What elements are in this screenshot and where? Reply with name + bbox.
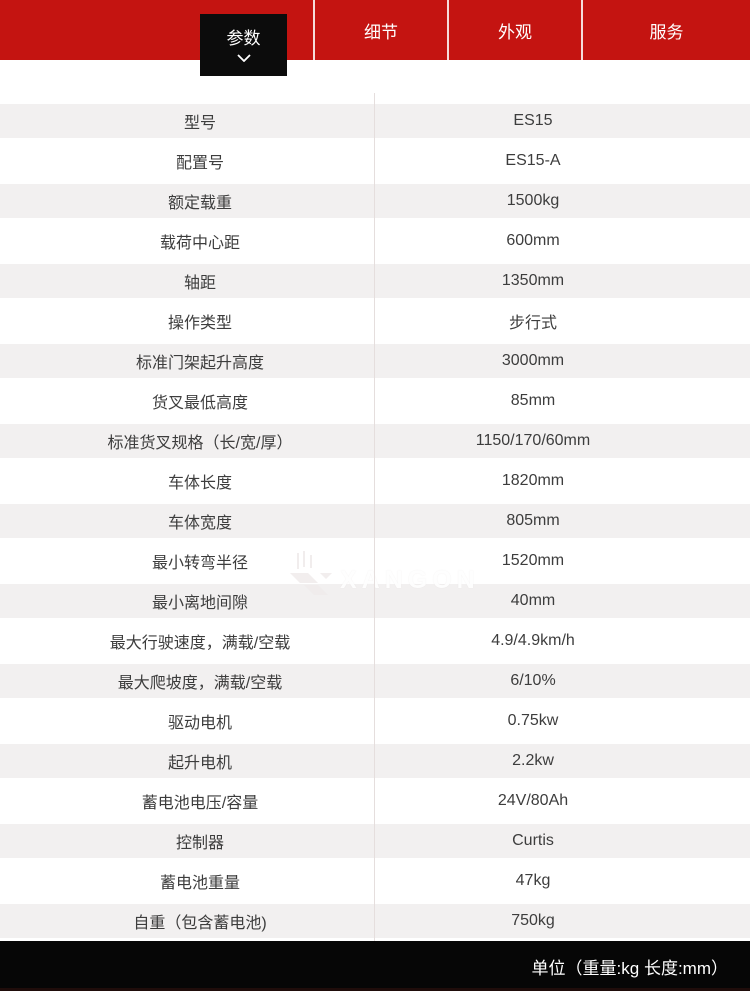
spec-value: 步行式 bbox=[508, 315, 557, 332]
spec-label: 操作类型 bbox=[167, 315, 232, 332]
table-row: 最小离地间隙 40mm bbox=[0, 581, 750, 621]
spec-label: 货叉最低高度 bbox=[151, 395, 248, 412]
spec-label: 驱动电机 bbox=[167, 715, 232, 732]
spec-label: 标准门架起升高度 bbox=[135, 355, 264, 372]
spec-value: 1500kg bbox=[506, 192, 560, 209]
table-row: 自重（包含蓄电池) 750kg bbox=[0, 901, 750, 941]
spec-value: 24V/80Ah bbox=[497, 792, 569, 809]
spec-value: 600mm bbox=[506, 232, 560, 249]
spec-label: 蓄电池电压/容量 bbox=[141, 795, 259, 812]
spec-label: 自重（包含蓄电池) bbox=[133, 915, 267, 932]
spec-label: 载荷中心距 bbox=[159, 235, 240, 252]
spec-value: 1520mm bbox=[501, 552, 565, 569]
tab-details[interactable]: 细节 bbox=[313, 0, 447, 60]
spec-label: 最小离地间隙 bbox=[151, 595, 248, 612]
spec-table: 型号 ES15 配置号 ES15-A 额定载重 1500kg 载荷中心距 600… bbox=[0, 93, 750, 941]
spec-value: 1820mm bbox=[501, 472, 565, 489]
spec-value: 750kg bbox=[511, 912, 555, 929]
spec-value: 6/10% bbox=[510, 672, 556, 689]
tab-parameters-label: 参数 bbox=[226, 29, 261, 48]
table-row: 货叉最低高度 85mm bbox=[0, 381, 750, 421]
spec-table-rows: 型号 ES15 配置号 ES15-A 额定载重 1500kg 载荷中心距 600… bbox=[0, 101, 750, 941]
units-footer: 单位（重量:kg 长度:mm） bbox=[0, 941, 750, 991]
spec-label: 最大爬坡度，满载/空载 bbox=[117, 675, 283, 692]
spec-label: 车体宽度 bbox=[167, 515, 232, 532]
table-row: 操作类型 步行式 bbox=[0, 301, 750, 341]
table-row: 标准货叉规格（长/宽/厚） 1150/170/60mm bbox=[0, 421, 750, 461]
tab-appearance-label: 外观 bbox=[498, 22, 532, 42]
table-row: 额定载重 1500kg bbox=[0, 181, 750, 221]
table-row: 轴距 1350mm bbox=[0, 261, 750, 301]
spec-value: ES15-A bbox=[505, 152, 561, 169]
tab-appearance[interactable]: 外观 bbox=[447, 0, 581, 60]
table-row: 车体长度 1820mm bbox=[0, 461, 750, 501]
spec-value: 85mm bbox=[510, 392, 556, 409]
table-row: 标准门架起升高度 3000mm bbox=[0, 341, 750, 381]
column-divider bbox=[374, 93, 375, 941]
tab-details-label: 细节 bbox=[364, 22, 398, 42]
spec-value: 3000mm bbox=[501, 352, 565, 369]
table-row: 型号 ES15 bbox=[0, 101, 750, 141]
table-row: 起升电机 2.2kw bbox=[0, 741, 750, 781]
spec-label: 起升电机 bbox=[167, 755, 232, 772]
spec-value: 47kg bbox=[515, 872, 551, 889]
table-row: 蓄电池电压/容量 24V/80Ah bbox=[0, 781, 750, 821]
table-row: 车体宽度 805mm bbox=[0, 501, 750, 541]
spec-value: 805mm bbox=[506, 512, 560, 529]
spec-label: 蓄电池重量 bbox=[159, 875, 240, 892]
table-row: 蓄电池重量 47kg bbox=[0, 861, 750, 901]
tab-service-label: 服务 bbox=[649, 22, 684, 42]
spec-value: Curtis bbox=[512, 832, 554, 849]
spec-label: 轴距 bbox=[183, 275, 216, 292]
spec-value: ES15 bbox=[513, 112, 553, 129]
units-note: 单位（重量:kg 长度:mm） bbox=[531, 958, 728, 978]
table-row: 控制器 Curtis bbox=[0, 821, 750, 861]
tab-service[interactable]: 服务 bbox=[581, 0, 750, 60]
spec-value: 4.9/4.9km/h bbox=[491, 632, 575, 649]
spec-value: 40mm bbox=[510, 592, 556, 609]
table-row: 驱动电机 0.75kw bbox=[0, 701, 750, 741]
spec-label: 最小转弯半径 bbox=[151, 555, 248, 572]
chevron-down-icon bbox=[236, 54, 251, 62]
table-row: 配置号 ES15-A bbox=[0, 141, 750, 181]
spec-value: 1150/170/60mm bbox=[475, 432, 591, 449]
table-row: 最大行驶速度，满载/空载 4.9/4.9km/h bbox=[0, 621, 750, 661]
spec-label: 车体长度 bbox=[167, 475, 232, 492]
header-gap bbox=[0, 60, 750, 101]
spec-label: 标准货叉规格（长/宽/厚） bbox=[107, 435, 293, 452]
footer-bottom-strip bbox=[0, 988, 750, 991]
spec-label: 控制器 bbox=[175, 835, 224, 852]
spec-value: 0.75kw bbox=[507, 712, 559, 729]
tab-parameters[interactable]: 参数 bbox=[200, 14, 287, 76]
spec-label: 额定载重 bbox=[167, 195, 232, 212]
spec-label: 配置号 bbox=[175, 155, 224, 172]
tab-bar: 细节 外观 服务 参数 bbox=[0, 0, 750, 76]
spec-value: 2.2kw bbox=[512, 752, 554, 769]
spec-value: 1350mm bbox=[501, 272, 565, 289]
spec-label: 最大行驶速度，满载/空载 bbox=[109, 635, 291, 652]
spec-label: 型号 bbox=[183, 115, 216, 132]
table-row: 载荷中心距 600mm bbox=[0, 221, 750, 261]
table-row: 最小转弯半径 1520mm bbox=[0, 541, 750, 581]
table-row: 最大爬坡度，满载/空载 6/10% bbox=[0, 661, 750, 701]
